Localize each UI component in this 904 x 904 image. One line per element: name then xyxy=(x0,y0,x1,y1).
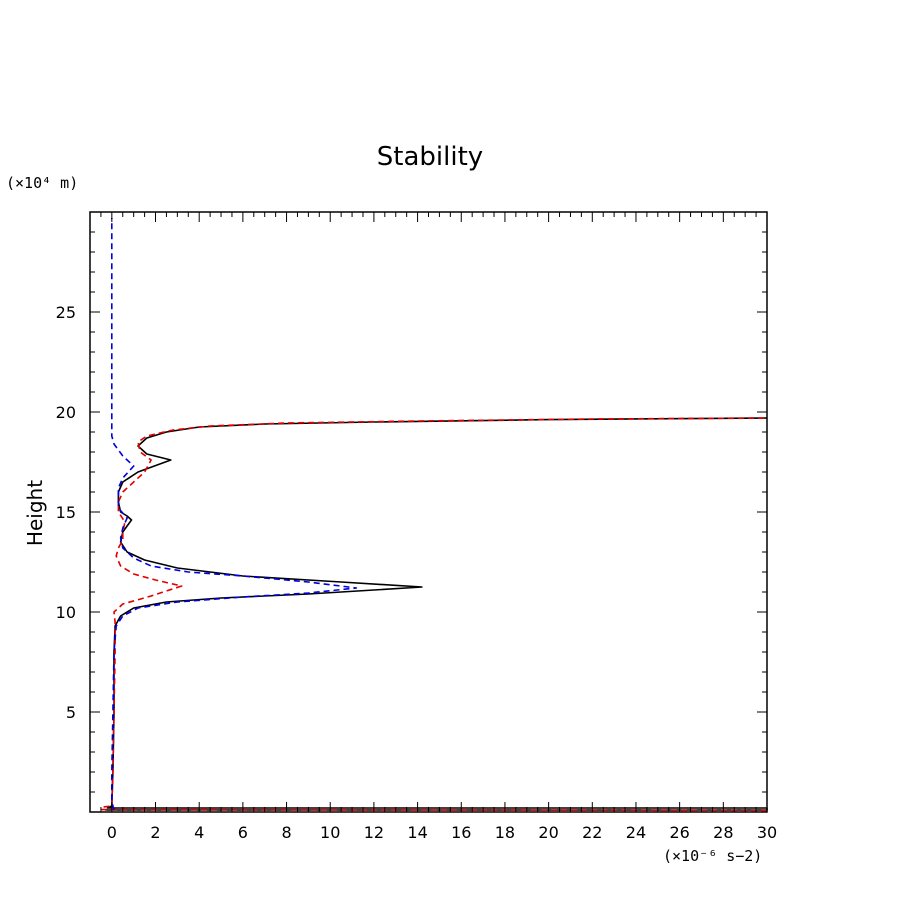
x-tick-label: 26 xyxy=(669,823,689,842)
x-tick-label: 4 xyxy=(194,823,204,842)
x-tick-label: 0 xyxy=(107,823,117,842)
x-tick-label: 10 xyxy=(320,823,340,842)
x-tick-label: 12 xyxy=(364,823,384,842)
x-axis-unit: (×10⁻⁶ s−2) xyxy=(663,847,762,865)
x-tick-label: 6 xyxy=(238,823,248,842)
y-tick-label: 25 xyxy=(56,303,76,322)
plot-frame xyxy=(89,211,768,813)
chart-title: Stability xyxy=(377,142,483,172)
y-axis-label: Height xyxy=(23,480,47,546)
y-tick-label: 10 xyxy=(56,603,76,622)
series-line-3 xyxy=(111,218,358,811)
x-tick-label: 20 xyxy=(538,823,558,842)
x-tick-label: 30 xyxy=(757,823,777,842)
x-tick-label: 16 xyxy=(451,823,471,842)
x-tick-label: 2 xyxy=(150,823,160,842)
x-tick-label: 8 xyxy=(281,823,291,842)
series-layer xyxy=(100,218,768,812)
y-tick-label: 15 xyxy=(56,503,76,522)
x-tick-label: 14 xyxy=(407,823,427,842)
y-tick-label: 5 xyxy=(66,703,76,722)
x-tick-label: 24 xyxy=(626,823,646,842)
y-axis-unit: (×10⁴ m) xyxy=(6,174,78,192)
series-line-2 xyxy=(100,417,768,812)
y-tick-label: 20 xyxy=(56,403,76,422)
x-tick-label: 28 xyxy=(713,823,733,842)
x-tick-label: 18 xyxy=(495,823,515,842)
x-tick-label: 22 xyxy=(582,823,602,842)
series-line-1 xyxy=(105,417,768,811)
